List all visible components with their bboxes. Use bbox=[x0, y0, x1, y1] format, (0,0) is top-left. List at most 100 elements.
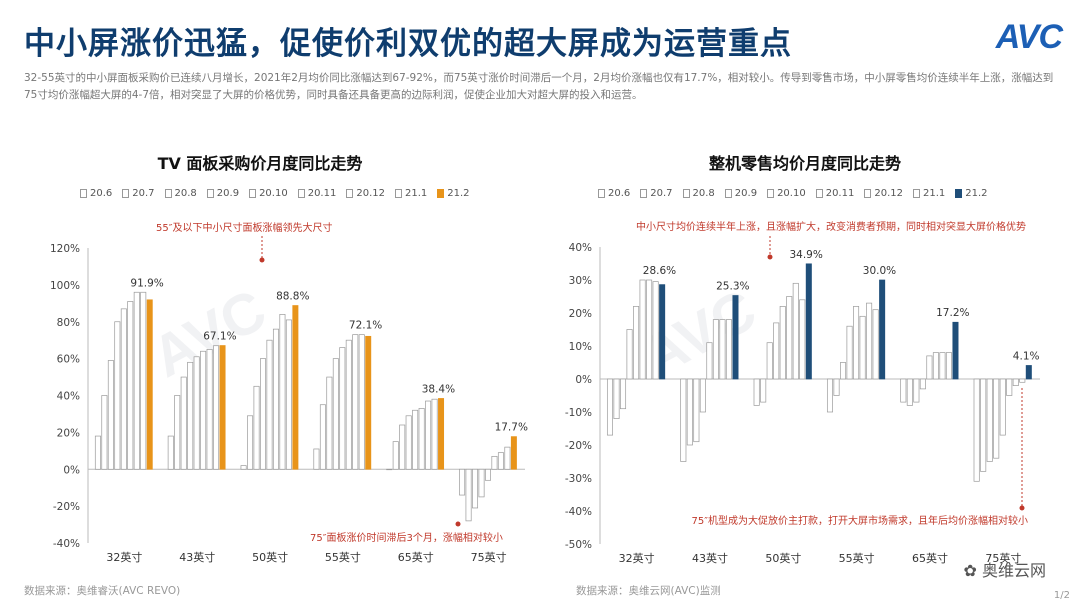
bar bbox=[693, 378, 700, 443]
bar bbox=[719, 319, 726, 380]
bar bbox=[993, 378, 1000, 459]
bar bbox=[833, 378, 840, 396]
legend-swatch bbox=[767, 189, 775, 198]
bar bbox=[133, 291, 140, 470]
y-tick-label: 20% bbox=[57, 427, 80, 439]
legend-label: 21.2 bbox=[965, 188, 988, 199]
legend-item: 20.10 bbox=[767, 188, 806, 199]
bar bbox=[399, 424, 406, 470]
bar bbox=[766, 342, 773, 380]
bar bbox=[773, 322, 780, 380]
bar bbox=[319, 404, 326, 470]
legend-label: 21.1 bbox=[404, 188, 428, 199]
wechat-label: 奥维云网 bbox=[981, 561, 1046, 580]
legend-item: 20.10 bbox=[249, 188, 288, 199]
bar bbox=[510, 436, 517, 470]
bar bbox=[633, 306, 640, 380]
legend-item: 20.12 bbox=[346, 188, 385, 199]
annotation-dot bbox=[259, 257, 265, 263]
data-label: 91.9% bbox=[130, 277, 163, 289]
bar bbox=[646, 279, 653, 380]
y-tick-label: 0% bbox=[575, 374, 592, 386]
legend-label: 20.6 bbox=[608, 188, 631, 199]
legend-swatch bbox=[164, 189, 172, 198]
legend-swatch bbox=[394, 189, 402, 198]
annotation-text: 75″机型成为大促放价主打款，打开大屏市场需求，且年后均价涨幅相对较小 bbox=[692, 514, 1028, 527]
y-tick-label: 0% bbox=[63, 464, 80, 476]
y-tick-label: -40% bbox=[53, 538, 80, 550]
bar bbox=[365, 335, 372, 470]
bar bbox=[219, 345, 226, 470]
bar bbox=[127, 301, 134, 470]
bar bbox=[859, 315, 866, 380]
wechat-account: ✿ 奥维云网 bbox=[963, 557, 1046, 581]
left-chart-legend: 20.6 20.7 20.8 20.9 20.10 20.11 20.12 21.1 21.2 bbox=[80, 188, 470, 199]
y-tick-label: -30% bbox=[565, 473, 592, 485]
left-chart-title: TV 面板采购价月度同比走势 bbox=[157, 154, 363, 173]
bar bbox=[620, 378, 627, 410]
bar bbox=[732, 295, 739, 380]
legend-item: 20.8 bbox=[682, 188, 715, 199]
y-tick-label: -20% bbox=[565, 440, 592, 452]
bar bbox=[266, 339, 273, 470]
y-tick-label: -10% bbox=[565, 407, 592, 419]
bar bbox=[986, 378, 993, 462]
bar bbox=[753, 378, 760, 406]
bar bbox=[240, 465, 247, 470]
legend-label: 20.12 bbox=[356, 188, 385, 199]
y-tick-label: 20% bbox=[569, 308, 592, 320]
bar bbox=[932, 352, 939, 380]
right-chart-title: 整机零售均价月度同比走势 bbox=[708, 154, 901, 173]
legend-item: 20.11 bbox=[815, 188, 854, 199]
y-tick-label: 100% bbox=[50, 280, 80, 292]
legend-label: 20.7 bbox=[650, 188, 673, 199]
bar bbox=[497, 452, 504, 470]
bar bbox=[866, 302, 873, 380]
bar bbox=[805, 263, 812, 380]
bar bbox=[478, 468, 485, 498]
y-tick-label: -40% bbox=[565, 506, 592, 518]
annotation-dot bbox=[1019, 505, 1025, 511]
bar bbox=[1006, 378, 1013, 396]
x-tick-label: 65英寸 bbox=[398, 550, 434, 564]
legend-item: 20.12 bbox=[864, 188, 903, 199]
legend-item: 21.1 bbox=[912, 188, 945, 199]
bar bbox=[114, 321, 121, 470]
bar bbox=[799, 299, 806, 380]
bar bbox=[725, 319, 732, 380]
y-tick-label: 10% bbox=[569, 341, 592, 353]
bar bbox=[285, 319, 292, 470]
y-tick-label: 120% bbox=[50, 243, 80, 255]
legend-swatch bbox=[724, 189, 732, 198]
legend-item: 21.1 bbox=[394, 188, 428, 199]
y-tick-label: -50% bbox=[565, 539, 592, 551]
page-title: 中小屏涨价迅猛，促使价利双优的超大屏成为运营重点 bbox=[24, 26, 792, 62]
legend-label: 20.12 bbox=[874, 188, 903, 199]
bar bbox=[438, 398, 445, 470]
y-tick-label: 80% bbox=[57, 317, 80, 329]
bar bbox=[491, 455, 498, 470]
bar bbox=[140, 291, 147, 470]
bar bbox=[260, 358, 266, 470]
legend-swatch bbox=[346, 189, 354, 198]
bar bbox=[425, 400, 432, 470]
x-tick-label: 55英寸 bbox=[839, 551, 875, 565]
x-tick-label: 32英寸 bbox=[619, 551, 655, 565]
bar bbox=[846, 325, 853, 380]
bar bbox=[386, 468, 393, 471]
legend-label: 20.8 bbox=[174, 188, 197, 199]
bar bbox=[101, 395, 108, 470]
left-data-source: 数据来源：奥维睿沃(AVC REVO) bbox=[24, 585, 181, 597]
legend-swatch bbox=[297, 189, 305, 198]
annotation-dot bbox=[767, 254, 773, 260]
x-tick-label: 43英寸 bbox=[692, 551, 728, 565]
legend-item: 20.9 bbox=[724, 188, 757, 199]
bar bbox=[107, 360, 114, 470]
legend-swatch bbox=[640, 189, 648, 198]
bar bbox=[1012, 378, 1019, 386]
x-tick-label: 55英寸 bbox=[325, 550, 361, 564]
bar bbox=[313, 448, 320, 470]
avc-logo: AVC bbox=[995, 18, 1063, 56]
bar bbox=[686, 378, 693, 446]
bar bbox=[626, 329, 633, 380]
